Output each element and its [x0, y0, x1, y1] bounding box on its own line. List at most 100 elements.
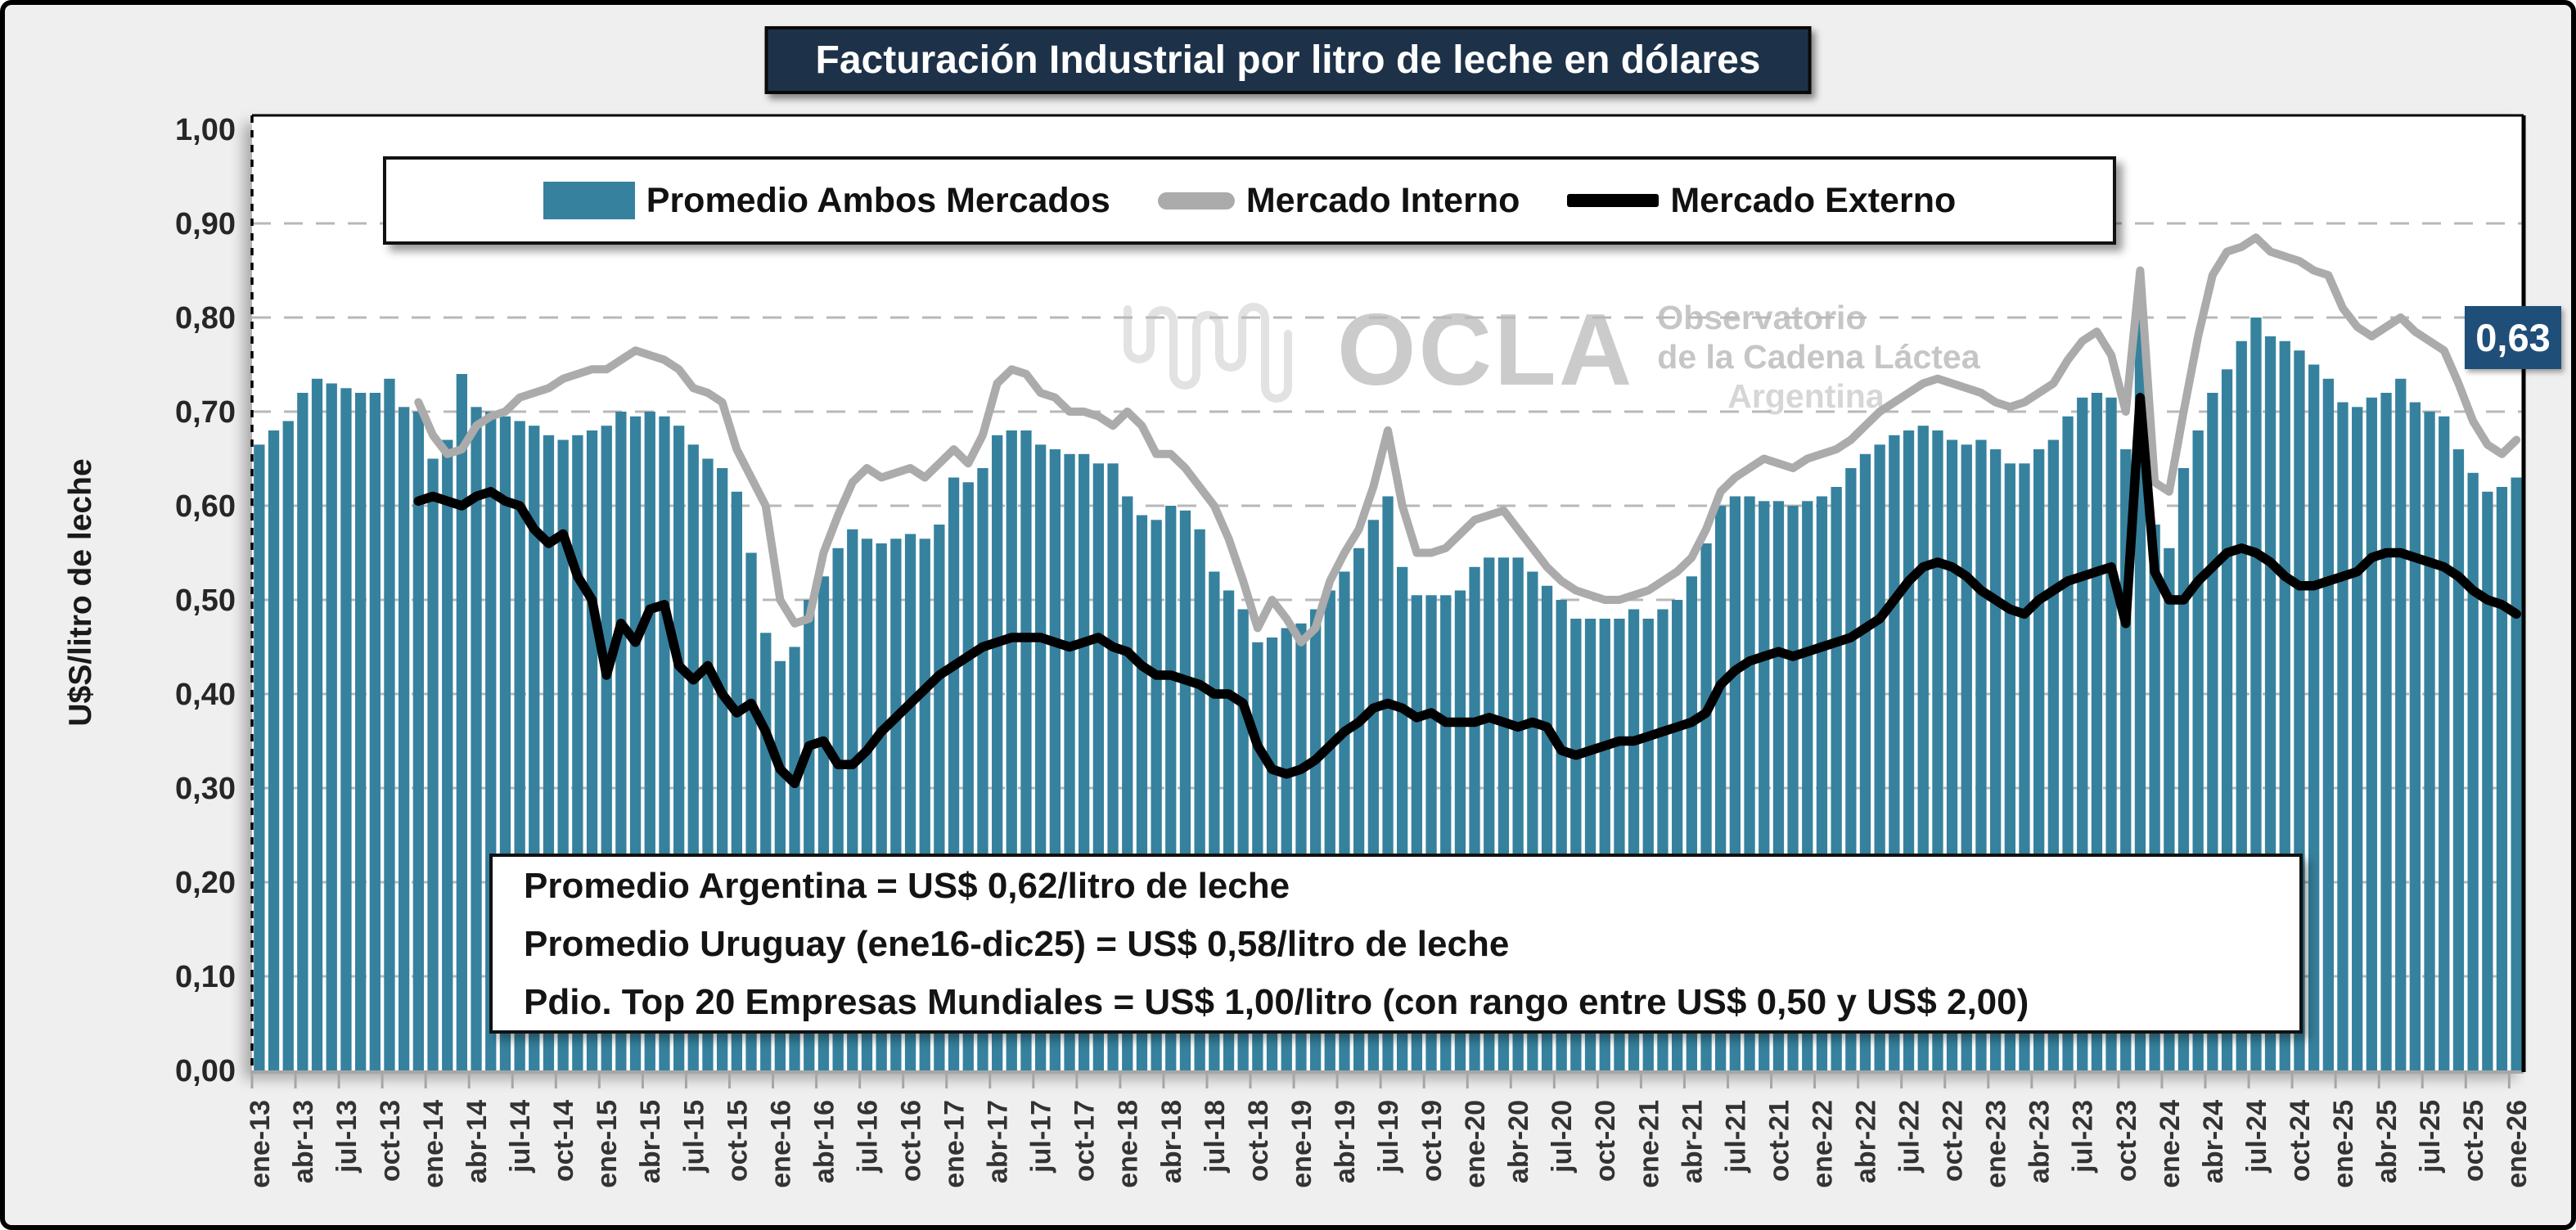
- bar: [384, 378, 395, 1071]
- x-tick-label: jul-24: [2241, 1100, 2272, 1174]
- y-tick-label: 0,20: [175, 866, 236, 900]
- x-tick-label: abr-22: [1850, 1100, 1881, 1183]
- bar: [268, 430, 280, 1070]
- x-tick-label: oct-13: [375, 1100, 406, 1182]
- legend: Promedio Ambos Mercados Mercado Interno …: [383, 156, 2116, 245]
- x-tick-label: ene-13: [245, 1100, 276, 1188]
- x-tick-label: jul-16: [852, 1100, 883, 1174]
- bar: [2467, 472, 2479, 1071]
- bar: [2409, 402, 2421, 1070]
- x-tick-label: jul-18: [1200, 1100, 1231, 1174]
- x-tick-label: jul-21: [1720, 1100, 1751, 1174]
- bar: [2352, 407, 2363, 1071]
- x-tick-label: oct-15: [722, 1100, 753, 1182]
- x-tick-label: ene-16: [765, 1100, 796, 1188]
- x-tick-label: ene-22: [1807, 1100, 1838, 1188]
- bar: [2452, 449, 2465, 1070]
- y-tick-label: 0,50: [175, 583, 236, 618]
- x-tick-label: abr-21: [1677, 1100, 1708, 1183]
- bar: [442, 439, 453, 1070]
- x-tick-label: jul-17: [1026, 1100, 1057, 1174]
- annotation-line-top20: Pdio. Top 20 Empresas Mundiales = US$ 1,…: [524, 981, 2029, 1022]
- x-tick-label: jul-22: [1894, 1100, 1925, 1174]
- line-mercado-externo: [413, 393, 2521, 789]
- legend-swatch-bar: [543, 182, 635, 219]
- bar: [254, 444, 265, 1071]
- x-tick-label: abr-24: [2198, 1100, 2229, 1183]
- bar: [326, 383, 337, 1070]
- line-mercado-interno: [414, 233, 2521, 647]
- y-tick-label: 0,80: [175, 301, 236, 336]
- bar: [2424, 412, 2435, 1070]
- x-tick-label: oct-16: [896, 1100, 927, 1182]
- legend-swatch-line-externo: [1567, 194, 1660, 207]
- x-tick-label: oct-20: [1590, 1100, 1621, 1182]
- legend-label-interno: Mercado Interno: [1245, 180, 1520, 220]
- legend-label-promedio: Promedio Ambos Mercados: [646, 180, 1110, 220]
- y-tick-label: 0,60: [175, 489, 236, 524]
- x-tick-label: ene-24: [2155, 1100, 2186, 1188]
- bar: [297, 393, 308, 1070]
- x-tick-label: abr-14: [462, 1100, 493, 1183]
- bar: [2337, 402, 2349, 1070]
- bar: [2482, 491, 2493, 1071]
- x-tick-label: ene-21: [1633, 1100, 1664, 1188]
- y-tick-label: 1,00: [175, 113, 236, 147]
- x-tick-label: jul-15: [678, 1100, 709, 1174]
- x-tick-label: oct-22: [1938, 1100, 1969, 1182]
- bar: [340, 388, 352, 1071]
- y-tick-label: 0,00: [175, 1054, 236, 1088]
- bar: [427, 458, 439, 1070]
- x-tick-label: ene-19: [1286, 1100, 1317, 1188]
- annotation-box: Promedio Argentina = US$ 0,62/litro de l…: [489, 854, 2303, 1034]
- x-tick-label: oct-25: [2458, 1100, 2489, 1182]
- y-tick-label: 0,30: [175, 772, 236, 806]
- x-tick-label: jul-25: [2415, 1100, 2446, 1174]
- x-tick-label: oct-24: [2285, 1100, 2316, 1182]
- bar: [471, 407, 482, 1071]
- x-tick-label: ene-17: [939, 1100, 971, 1188]
- legend-swatch-line-interno: [1157, 191, 1235, 210]
- bar: [2308, 364, 2320, 1070]
- x-tick-label: oct-14: [548, 1100, 579, 1182]
- bar: [355, 393, 367, 1070]
- bar: [2511, 477, 2522, 1070]
- x-tick-label: jul-23: [2068, 1100, 2099, 1174]
- x-tick-label: abr-23: [2024, 1100, 2056, 1183]
- chart-title: Facturación Industrial por litro de lech…: [764, 26, 1812, 94]
- x-tick-label: oct-23: [2111, 1100, 2142, 1182]
- x-tick-label: abr-20: [1503, 1100, 1534, 1183]
- bar: [2496, 487, 2508, 1070]
- bar: [2380, 393, 2392, 1070]
- legend-item-externo: Mercado Externo: [1567, 181, 1956, 221]
- x-tick-label: abr-15: [635, 1100, 666, 1183]
- bar: [369, 393, 381, 1070]
- x-tick-label: abr-18: [1156, 1100, 1187, 1183]
- x-tick-label: abr-13: [288, 1100, 319, 1183]
- annotation-line-uruguay: Promedio Uruguay (ene16-dic25) = US$ 0,5…: [524, 923, 1510, 964]
- x-tick-label: ene-20: [1460, 1100, 1491, 1188]
- bar: [2439, 416, 2450, 1071]
- bar: [2322, 378, 2334, 1071]
- x-tick-label: ene-14: [418, 1100, 449, 1188]
- bar: [282, 421, 294, 1070]
- y-tick-label: 0,40: [175, 678, 236, 712]
- annotation-line-argentina: Promedio Argentina = US$ 0,62/litro de l…: [524, 865, 1290, 906]
- y-axis-title: U$S/litro de leche: [63, 458, 98, 726]
- y-tick-label: 0,10: [175, 960, 236, 994]
- last-value-callout: 0,63: [2465, 306, 2561, 369]
- legend-item-promedio: Promedio Ambos Mercados: [543, 181, 1110, 221]
- bar: [2395, 378, 2407, 1071]
- bar: [2366, 397, 2377, 1071]
- x-tick-label: ene-18: [1113, 1100, 1144, 1188]
- bar: [412, 412, 424, 1070]
- legend-label-externo: Mercado Externo: [1670, 180, 1957, 220]
- x-tick-label: ene-15: [592, 1100, 623, 1188]
- x-tick-label: ene-26: [2502, 1100, 2533, 1188]
- bar: [311, 378, 323, 1071]
- x-tick-label: abr-17: [983, 1100, 1014, 1183]
- x-tick-label: abr-25: [2371, 1100, 2403, 1183]
- x-tick-label: ene-23: [1981, 1100, 2012, 1188]
- y-tick-label: 0,90: [175, 207, 236, 241]
